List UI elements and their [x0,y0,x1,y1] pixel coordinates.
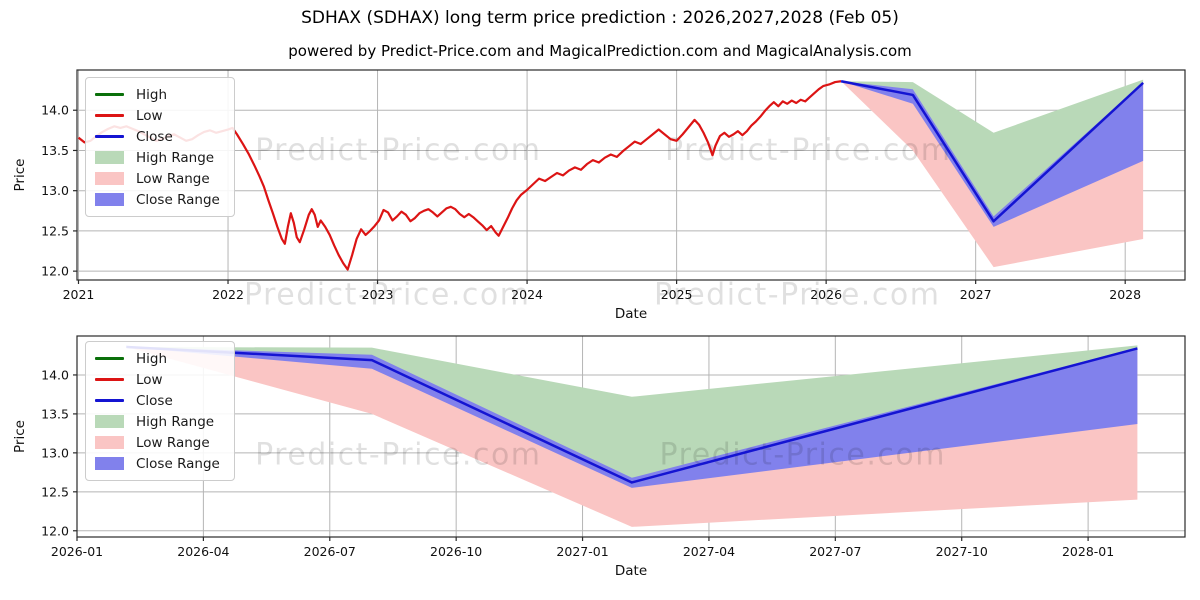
bottom-xaxis-label: Date [615,563,647,579]
legend-item-low-range: Low Range [95,432,220,453]
chart-subtitle: powered by Predict-Price.com and Magical… [288,42,912,60]
top-ytick-label: 12.5 [41,223,69,238]
legend-swatch [95,457,124,470]
top-xtick-label: 2024 [511,287,543,302]
bottom-ytick-label: 12.5 [41,484,69,499]
legend-swatch [95,378,124,381]
bottom-band-high-range [126,345,1138,483]
legend-item-close-range: Close Range [95,453,220,474]
top-band-high-range [841,79,1144,222]
bottom-xtick-label: 2026-04 [177,544,229,559]
legend-swatch [95,172,124,185]
legend-item-high-range: High Range [95,411,220,432]
legend-item-high: High [95,84,220,105]
bottom-ytick-label: 14.0 [41,367,69,382]
bottom-range-bands [126,345,1138,527]
bottom-series-lines [126,345,1138,484]
bottom-axis-ticks: 2026-01 2026-04 2026-07 2026-10 2027-01 2027-… [41,367,1114,559]
watermark: Predict-Price.com [665,133,951,168]
legend-label: Low [136,107,163,124]
top-axis-ticks: 2021 2022 2023 2024 2025 2026 2027 2028 12.0 12.5… [41,103,1141,302]
bottom-yaxis-label: Price [12,420,28,453]
legend-swatch [95,151,124,164]
top-xtick-label: 2025 [661,287,693,302]
bottom-line-close-prediction- [126,345,1138,484]
legend-label: Low Range [136,170,210,187]
watermark: Predict-Price.com [255,133,541,168]
watermark: Predict-Price.com [660,438,946,473]
legend-swatch [95,415,124,428]
legend-item-low-range: Low Range [95,168,220,189]
bottom-ytick-label: 12.0 [41,523,69,538]
legend-swatch [95,135,124,138]
bottom-xtick-label: 2026-01 [51,544,103,559]
legend-swatch [95,93,124,96]
bottom-chart-legend: High Low Close High Range Low Range Close Ran… [85,341,235,481]
top-band-close-range [841,81,1144,227]
legend-label: Close Range [136,455,220,472]
bottom-xtick-label: 2028-01 [1062,544,1114,559]
bottom-xtick-label: 2027-10 [936,544,988,559]
top-xtick-label: 2027 [960,287,992,302]
legend-label: Low [136,371,163,388]
legend-swatch [95,114,124,117]
bottom-ytick-label: 13.5 [41,406,69,421]
legend-label: Low Range [136,434,210,451]
chart-title: SDHAX (SDHAX) long term price prediction… [301,8,899,28]
legend-label: High [136,350,168,367]
top-xtick-label: 2026 [810,287,842,302]
top-ytick-label: 13.0 [41,183,69,198]
top-ytick-label: 12.0 [41,264,69,279]
legend-item-low: Low [95,105,220,126]
bottom-xtick-label: 2027-04 [683,544,735,559]
top-xtick-label: 2021 [63,287,95,302]
legend-swatch [95,436,124,449]
legend-label: Close [136,392,173,409]
bottom-xtick-label: 2027-01 [556,544,608,559]
legend-item-close-range: Close Range [95,189,220,210]
watermark: Predict-Price.com [255,438,541,473]
bottom-xtick-label: 2026-10 [430,544,482,559]
legend-item-close: Close [95,126,220,147]
top-chart: Predict-Price.com Predict-Price.com Predic… [12,69,1186,322]
legend-label: Close [136,128,173,145]
top-ytick-label: 13.5 [41,143,69,158]
legend-swatch [95,357,124,360]
top-xaxis-label: Date [615,306,647,322]
watermark: Predict-Price.com [244,278,530,313]
bottom-ytick-label: 13.0 [41,445,69,460]
legend-item-low: Low [95,369,220,390]
bottom-xtick-label: 2026-07 [304,544,356,559]
watermark: Predict-Price.com [654,278,940,313]
legend-label: High Range [136,413,215,430]
legend-item-high: High [95,348,220,369]
top-yaxis-label: Price [12,159,28,192]
top-xtick-label: 2022 [212,287,244,302]
top-chart-legend: High Low Close High Range Low Range Close Ran… [85,77,235,217]
legend-label: High Range [136,149,215,166]
legend-swatch [95,399,124,402]
legend-item-close: Close [95,390,220,411]
bottom-band-low-range [126,346,1138,527]
legend-swatch [95,193,124,206]
legend-label: Close Range [136,191,220,208]
bottom-xtick-label: 2027-07 [809,544,861,559]
legend-item-high-range: High Range [95,147,220,168]
top-range-bands [841,79,1144,268]
top-band-low-range [841,81,1144,268]
top-axes-frame [76,69,1186,281]
legend-label: High [136,86,168,103]
bottom-chart: Predict-Price.com Predict-Price.com2026-0… [12,335,1186,579]
top-line-close-prediction- [840,80,1144,223]
bottom-axes-frame [76,335,1186,538]
top-ytick-label: 14.0 [41,103,69,118]
top-xtick-label: 2023 [362,287,394,302]
bottom-band-close-range [126,346,1138,488]
top-xtick-label: 2028 [1109,287,1141,302]
